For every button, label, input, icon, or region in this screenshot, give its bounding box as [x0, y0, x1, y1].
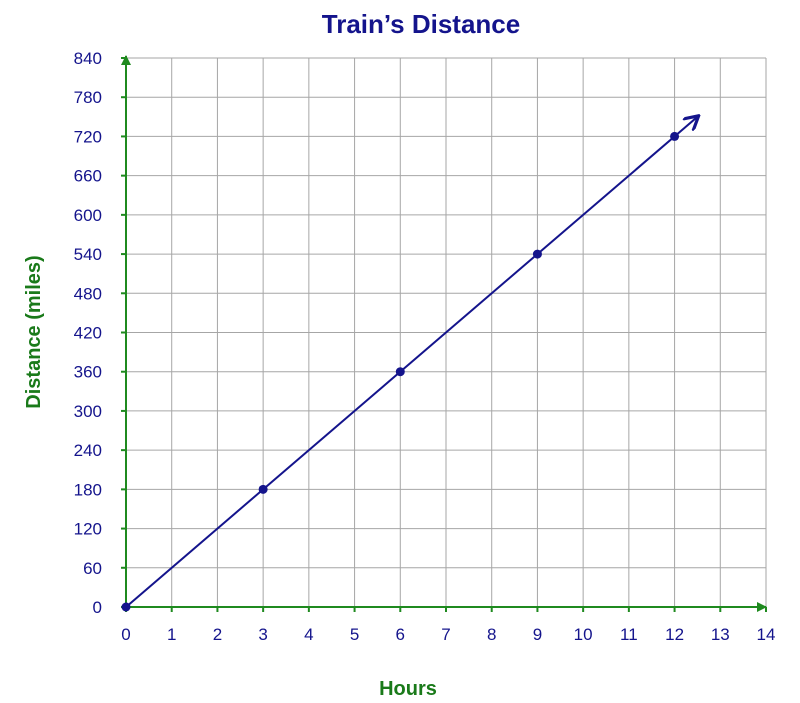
- x-axis-label: Hours: [379, 678, 437, 700]
- series-train-distance: [121, 117, 698, 612]
- y-tick-label: 840: [74, 49, 102, 68]
- x-tick-label: 3: [258, 625, 267, 644]
- x-tick-label: 5: [350, 625, 359, 644]
- x-tick-label: 2: [213, 625, 222, 644]
- x-tick-label: 14: [757, 625, 776, 644]
- y-tick-label: 540: [74, 245, 102, 264]
- x-tick-label: 0: [121, 625, 130, 644]
- data-point: [258, 484, 268, 494]
- y-tick-label: 780: [74, 88, 102, 107]
- y-tick-label: 600: [74, 206, 102, 225]
- series-line: [125, 117, 697, 608]
- x-tick-label: 8: [487, 625, 496, 644]
- x-tick-label: 9: [533, 625, 542, 644]
- y-tick-label: 180: [74, 480, 102, 499]
- y-tick-label: 480: [74, 284, 102, 303]
- data-point: [395, 367, 405, 377]
- x-tick-label: 7: [441, 625, 450, 644]
- chart-grid: [126, 57, 767, 607]
- y-tick-label: 0: [93, 598, 102, 617]
- x-axis-ticks: 0 1 2 3 4 5 6 7 8 9 10 11 12 13 14: [121, 607, 775, 644]
- y-tick-label: 300: [74, 402, 102, 421]
- y-tick-label: 720: [74, 127, 102, 146]
- x-tick-label: 6: [396, 625, 405, 644]
- y-tick-label: 360: [74, 363, 102, 382]
- y-tick-label: 240: [74, 441, 102, 460]
- y-axis-label: Distance (miles): [23, 255, 45, 408]
- data-point: [670, 131, 680, 141]
- y-tick-label: 660: [74, 167, 102, 186]
- x-tick-label: 4: [304, 625, 313, 644]
- y-tick-label: 120: [74, 520, 102, 539]
- data-point: [121, 602, 131, 612]
- x-tick-label: 1: [167, 625, 176, 644]
- x-tick-label: 13: [711, 625, 730, 644]
- y-tick-label: 420: [74, 324, 102, 343]
- x-tick-label: 10: [574, 625, 593, 644]
- chart-title: Train’s Distance: [322, 9, 520, 39]
- y-tick-label: 60: [83, 559, 102, 578]
- data-point: [532, 249, 542, 259]
- x-tick-label: 12: [665, 625, 684, 644]
- x-tick-label: 11: [620, 625, 638, 644]
- y-axis-ticks: 0 60 120 180 240 300 360 420 480 540 600 660 720 780 8…: [74, 49, 126, 617]
